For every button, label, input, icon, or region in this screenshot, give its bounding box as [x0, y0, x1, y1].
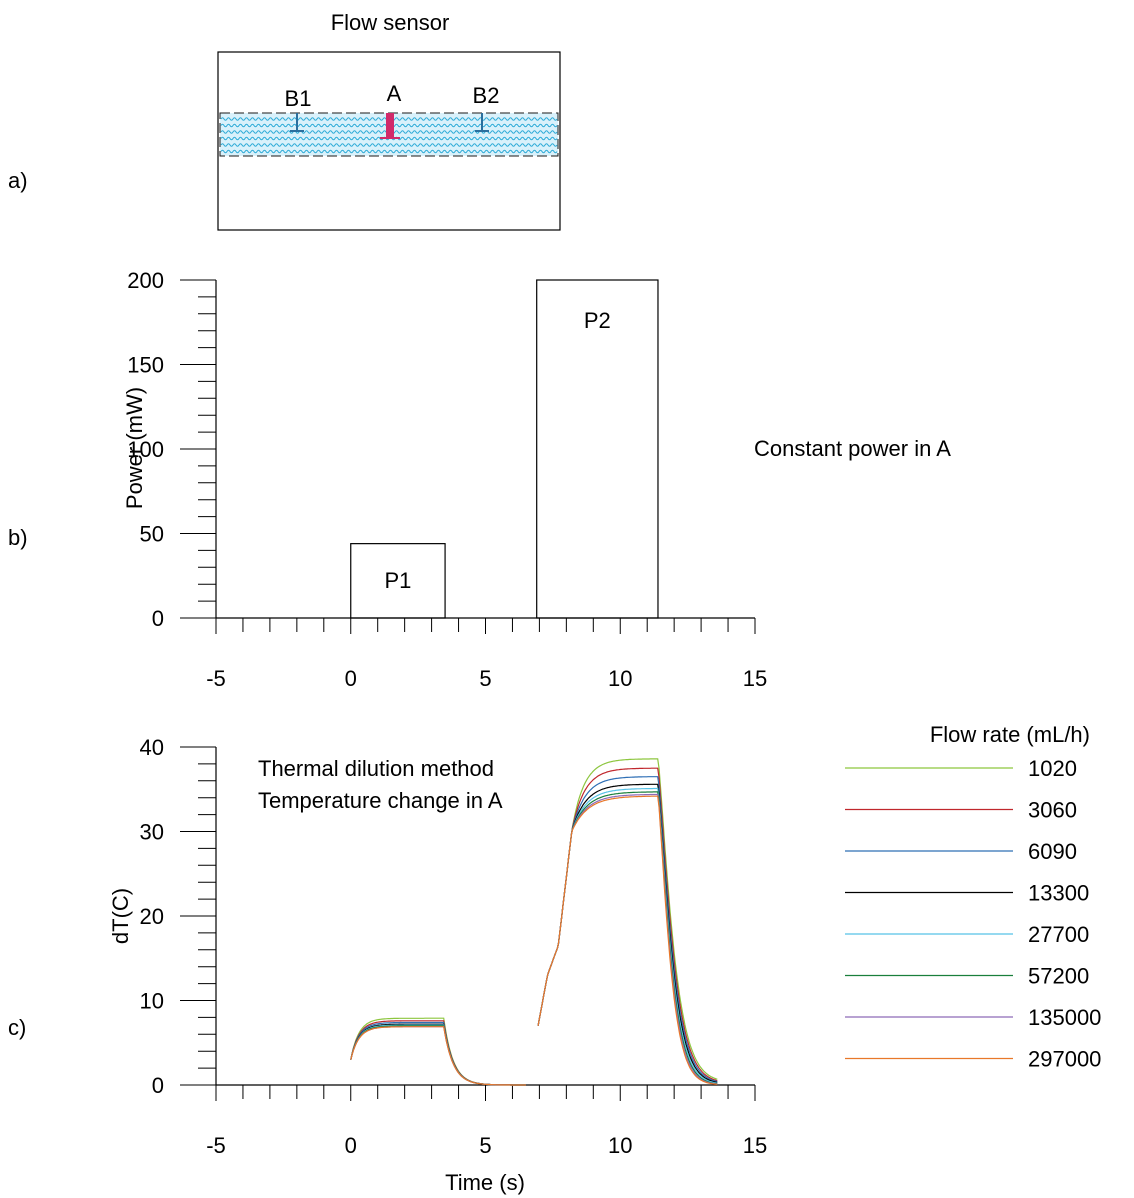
temperature-chart-axes: -5 0 5 10 15 0 10 20 30 40	[140, 735, 768, 1158]
temperature-y-tick-label: 20	[140, 904, 164, 929]
series-line-297000	[350, 795, 718, 1086]
legend-title: Flow rate (mL/h)	[930, 722, 1090, 747]
water-wave	[220, 149, 558, 154]
series-line-6090	[350, 776, 718, 1086]
legend-label-13300: 13300	[1028, 881, 1089, 906]
power-y-tick-label: 150	[127, 353, 164, 378]
power-y-tick-label: 50	[140, 522, 164, 547]
temperature-x-tick-label: 5	[479, 1133, 491, 1158]
legend-label-6090: 6090	[1028, 839, 1077, 864]
temperature-x-tick-label: 0	[345, 1133, 357, 1158]
power-y-tick-label: 200	[127, 268, 164, 293]
series-line-3060	[350, 767, 718, 1086]
power-x-tick-label: 0	[345, 666, 357, 691]
legend-label-57200: 57200	[1028, 964, 1089, 989]
label-b2: B2	[473, 83, 500, 108]
temperature-x-tick-label: 10	[608, 1133, 632, 1158]
label-a: A	[387, 81, 402, 106]
temperature-y-tick-label: 10	[140, 989, 164, 1014]
power-bar-p1	[350, 543, 446, 619]
power-annotation: Constant power in A	[754, 436, 951, 461]
panel-label-c: c)	[8, 1015, 26, 1040]
temperature-x-tick-label: 15	[743, 1133, 767, 1158]
legend-label-297000: 297000	[1028, 1047, 1101, 1072]
power-bars: P1 P2	[350, 279, 659, 619]
legend-label-3060: 3060	[1028, 798, 1077, 823]
panel-label-a: a)	[8, 168, 28, 193]
temperature-y-tick-label: 40	[140, 735, 164, 760]
water-wave	[220, 143, 558, 147]
legend-label-135000: 135000	[1028, 1005, 1101, 1030]
flow-sensor-diagram: Flow sensor B1 A B2	[217, 10, 561, 231]
temperature-annotation-line2: Temperature change in A	[258, 788, 503, 813]
power-y-tick-label: 100	[127, 437, 164, 462]
heater-a	[386, 113, 394, 137]
label-b1: B1	[285, 86, 312, 111]
temperature-y-tick-label: 0	[152, 1073, 164, 1098]
power-bar-label-p1: P1	[384, 568, 411, 593]
power-x-tick-label: 5	[479, 666, 491, 691]
power-bar-label-p2: P2	[584, 308, 611, 333]
sensor-body	[217, 51, 561, 231]
temperature-x-tick-label: -5	[206, 1133, 226, 1158]
sensor-title: Flow sensor	[331, 10, 450, 35]
power-x-tick-label: 15	[743, 666, 767, 691]
legend-label-1020: 1020	[1028, 756, 1077, 781]
power-x-tick-label: -5	[206, 666, 226, 691]
power-y-label: Power (mW)	[122, 387, 147, 509]
flow-rate-legend: Flow rate (mL/h) 1020 3060 6090 13300 27700 5…	[845, 722, 1101, 1072]
temperature-annotation-line1: Thermal dilution method	[258, 756, 494, 781]
power-bar-p2	[536, 279, 659, 619]
power-x-tick-label: 10	[608, 666, 632, 691]
time-x-label: Time (s)	[445, 1170, 525, 1195]
power-y-tick-label: 0	[152, 606, 164, 631]
legend-label-27700: 27700	[1028, 922, 1089, 947]
temperature-y-label: dT(C)	[108, 888, 133, 944]
temperature-y-tick-label: 30	[140, 820, 164, 845]
panel-label-b: b)	[8, 525, 28, 550]
temperature-series-lines	[350, 758, 718, 1086]
